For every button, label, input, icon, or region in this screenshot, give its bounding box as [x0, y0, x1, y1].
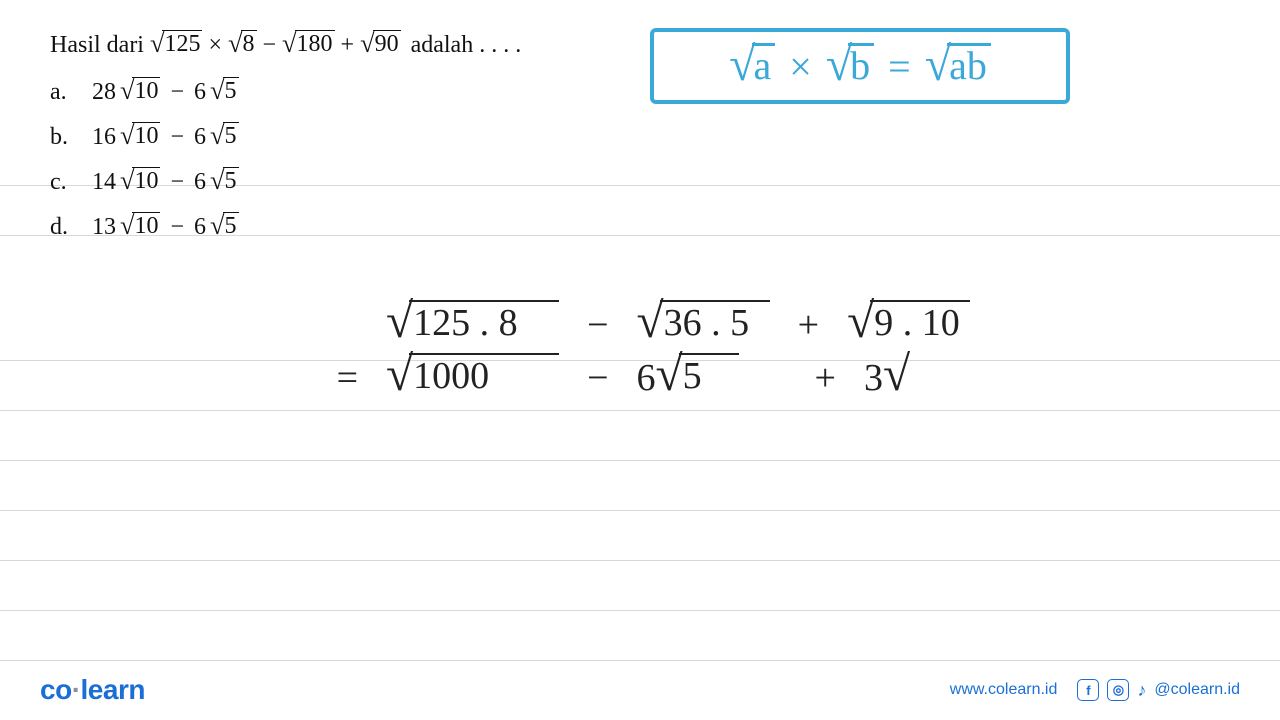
work-equals: =: [330, 356, 358, 400]
formula-mult: ×: [789, 43, 812, 90]
formula-sqrt-ab: √ab: [925, 43, 991, 86]
option-row: b. 16√10−6√5: [50, 122, 521, 151]
question-text: Hasil dari √125 × √8 − √180 + √90 adalah…: [50, 30, 521, 59]
option-expr: 13√10−6√5: [92, 212, 239, 241]
sqrt-90: √90: [360, 30, 400, 57]
tiktok-icon: ♪: [1137, 680, 1146, 701]
formula-box: √a × √b = √ab: [650, 28, 1070, 104]
work-op-minus-2: −: [587, 356, 608, 400]
option-row: c. 14√10−6√5: [50, 167, 521, 196]
question-prefix: Hasil dari: [50, 32, 144, 59]
op-mult: ×: [208, 32, 222, 59]
handwritten-work: √125 . 8 − √36 . 5 + √9 . 10 = √1000 − 6…: [330, 300, 970, 406]
option-letter: b.: [50, 124, 74, 151]
footer-right: www.colearn.id f ◎ ♪ @colearn.id: [950, 679, 1240, 701]
work-op-minus: −: [587, 303, 608, 347]
sqrt-180: √180: [282, 30, 334, 57]
option-row: a. 28√10−6√5: [50, 77, 521, 106]
work-row-2: = √1000 − 6 √5 + 3 √: [330, 353, 970, 400]
work-sqrt-36x5: √36 . 5: [637, 300, 770, 342]
social-handle: @colearn.id: [1154, 681, 1240, 699]
option-row: d. 13√10−6√5: [50, 212, 521, 241]
question-block: Hasil dari √125 × √8 − √180 + √90 adalah…: [50, 30, 521, 257]
formula-content: √a × √b = √ab: [729, 43, 991, 90]
sqrt-125: √125: [150, 30, 202, 57]
facebook-icon: f: [1077, 679, 1099, 701]
work-sqrt-1000: √1000: [386, 353, 559, 395]
work-sqrt-9x10: √9 . 10: [847, 300, 970, 342]
footer-url: www.colearn.id: [950, 681, 1058, 699]
brand-logo: co·learn: [40, 674, 145, 706]
option-letter: a.: [50, 79, 74, 106]
option-letter: d.: [50, 214, 74, 241]
option-letter: c.: [50, 169, 74, 196]
question-suffix: adalah . . . .: [411, 32, 522, 59]
op-minus: −: [263, 32, 277, 59]
formula-eq: =: [888, 43, 911, 90]
logo-sep: ·: [72, 674, 81, 705]
option-expr: 14√10−6√5: [92, 167, 239, 196]
instagram-icon: ◎: [1107, 679, 1129, 701]
sqrt-8: √8: [228, 30, 256, 57]
work-op-plus-2: +: [815, 356, 836, 400]
formula-sqrt-b: √b: [826, 43, 874, 86]
op-plus: +: [341, 32, 355, 59]
option-expr: 16√10−6√5: [92, 122, 239, 151]
logo-learn: learn: [81, 674, 145, 705]
work-op-plus: +: [798, 303, 819, 347]
formula-sqrt-a: √a: [729, 43, 775, 86]
options-list: a. 28√10−6√5 b. 16√10−6√5 c. 14√10−6√5 d. 13√10…: [50, 77, 521, 241]
work-row-1: √125 . 8 − √36 . 5 + √9 . 10: [330, 300, 970, 347]
work-3sqrt: 3 √: [864, 353, 910, 400]
logo-co: co: [40, 674, 72, 705]
work-sqrt-125x8: √125 . 8: [386, 300, 559, 342]
option-expr: 28√10−6√5: [92, 77, 239, 106]
footer-bar: co·learn www.colearn.id f ◎ ♪ @colearn.i…: [0, 660, 1280, 720]
social-icons: f ◎ ♪ @colearn.id: [1077, 679, 1240, 701]
work-6sqrt5: 6 √5: [637, 353, 787, 400]
